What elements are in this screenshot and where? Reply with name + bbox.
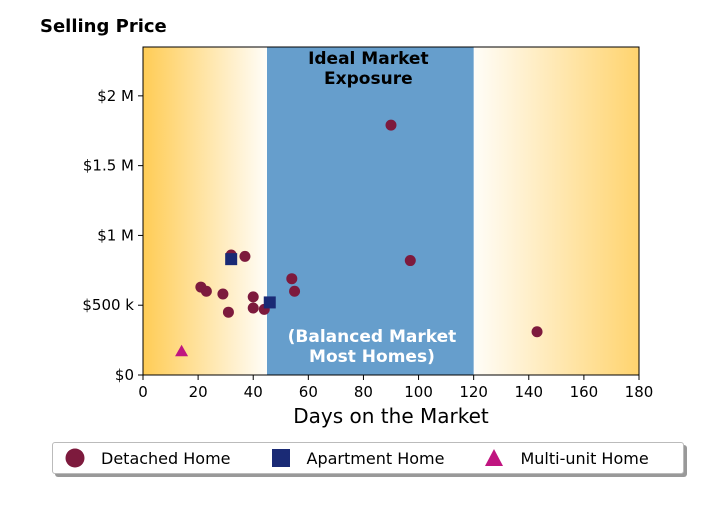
zone-label: Exposure xyxy=(324,69,413,89)
detached-home-point xyxy=(531,326,543,338)
multi-unit-home-point xyxy=(175,344,189,357)
detached-home-point xyxy=(385,119,397,131)
x-axis: 0 20 40 60 80 100 120 140 160 180 xyxy=(138,375,653,401)
y-tick-label: $0 xyxy=(115,366,134,384)
x-tick-label: 180 xyxy=(625,383,654,401)
detached-home-point xyxy=(200,285,212,297)
detached-home-point xyxy=(289,285,301,297)
annotation-text: (Balanced Market xyxy=(288,327,457,347)
detached-home-point xyxy=(222,306,234,318)
detached-home-point xyxy=(247,302,259,314)
square-marker-icon xyxy=(271,449,290,467)
legend-label: Apartment Home xyxy=(306,448,445,468)
y-tick-label: $1.5 M xyxy=(83,157,134,175)
detached-home-point xyxy=(286,273,298,285)
x-tick-label: 40 xyxy=(244,383,263,401)
market-zones xyxy=(143,47,639,375)
y-tick-label: $500 k xyxy=(82,296,134,314)
chart-title: Selling Price xyxy=(40,16,167,37)
detached-home-point xyxy=(247,291,259,303)
zone-2 xyxy=(473,47,639,375)
triangle-marker-icon xyxy=(485,449,504,466)
detached-home-point xyxy=(404,255,416,267)
zone-1 xyxy=(267,47,474,375)
y-axis: $0 $500 k $1 M $1.5 M $2 M xyxy=(82,87,143,384)
x-axis-label: Days on the Market xyxy=(293,404,489,428)
y-tick-label: $1 M xyxy=(97,226,134,244)
y-tick-label: $2 M xyxy=(97,87,134,105)
annotation-text: Most Homes) xyxy=(309,347,435,367)
legend: Detached Home Apartment Home Multi-unit … xyxy=(52,442,684,474)
x-tick-label: 120 xyxy=(459,383,488,401)
plot-frame xyxy=(142,46,640,376)
x-tick-label: 0 xyxy=(138,383,148,401)
x-tick-label: 100 xyxy=(404,383,433,401)
x-tick-label: 160 xyxy=(570,383,599,401)
zone-0 xyxy=(143,47,267,375)
x-tick-label: 60 xyxy=(299,383,318,401)
legend-label: Detached Home xyxy=(101,448,231,468)
x-tick-label: 20 xyxy=(189,383,208,401)
legend-label: Multi-unit Home xyxy=(520,448,649,468)
detached-home-point xyxy=(217,288,229,300)
apartment-home-point xyxy=(263,296,276,309)
zone-label: Ideal Market xyxy=(308,49,429,69)
data-points xyxy=(175,119,543,357)
legend-item-apartment: Apartment Home xyxy=(271,448,445,468)
x-tick-label: 140 xyxy=(514,383,543,401)
detached-home-point xyxy=(239,250,251,262)
x-tick-label: 80 xyxy=(354,383,373,401)
legend-item-multi-unit: Multi-unit Home xyxy=(484,448,649,468)
legend-item-detached: Detached Home xyxy=(65,448,231,468)
apartment-home-point xyxy=(225,253,238,266)
circle-marker-icon xyxy=(65,448,85,468)
